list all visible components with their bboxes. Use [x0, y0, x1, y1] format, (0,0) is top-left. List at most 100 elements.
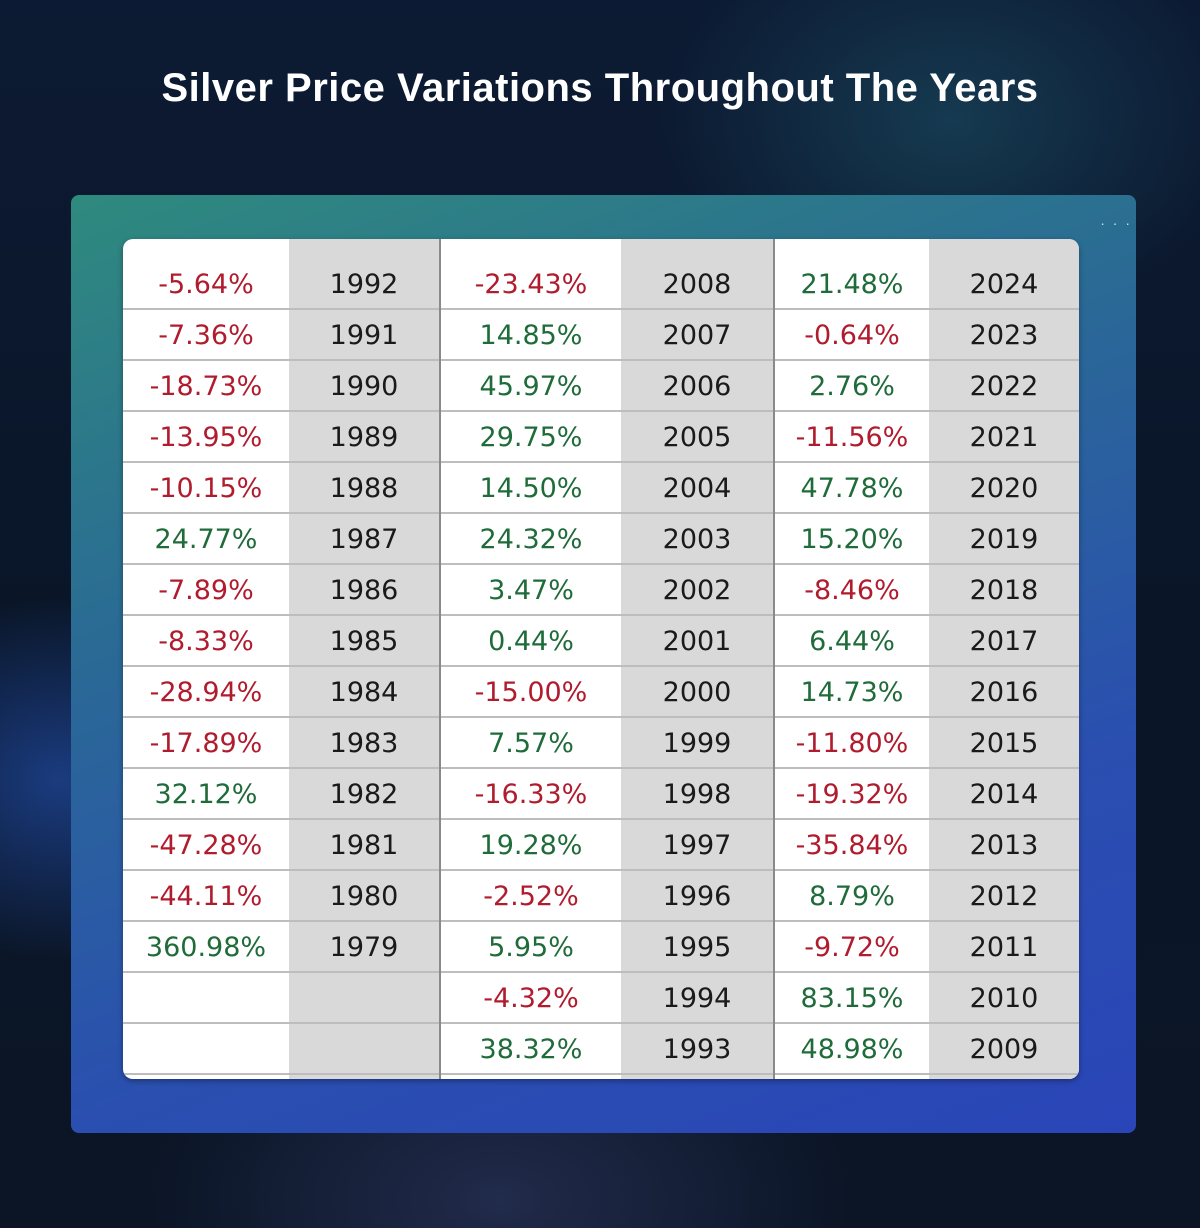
change-cell: [123, 973, 289, 1024]
change-cell: 6.44%: [775, 616, 929, 667]
change-cell: 360.98%: [123, 922, 289, 973]
change-cell: -0.64%: [775, 310, 929, 361]
year-cell: 2013: [929, 820, 1079, 871]
year-cell: 1979: [289, 922, 439, 973]
change-cell: 5.95%: [441, 922, 621, 973]
year-cell: 1980: [289, 871, 439, 922]
change-cell: 21.48%: [775, 259, 929, 310]
year-cell: 2020: [929, 463, 1079, 514]
year-cell: [289, 973, 439, 1024]
change-cell: 15.20%: [775, 514, 929, 565]
change-cell: -9.72%: [775, 922, 929, 973]
change-cell: -13.95%: [123, 412, 289, 463]
year-cell: 2007: [621, 310, 773, 361]
change-cell: 8.79%: [775, 871, 929, 922]
change-cell: 14.85%: [441, 310, 621, 361]
change-cell: 47.78%: [775, 463, 929, 514]
year-cell: 2018: [929, 565, 1079, 616]
year-cell: 1993: [621, 1024, 773, 1075]
change-cell: -8.33%: [123, 616, 289, 667]
year-cell: 2008: [621, 259, 773, 310]
year-cell: 2023: [929, 310, 1079, 361]
year-column-shade-1: [289, 239, 439, 1079]
change-cell: -11.80%: [775, 718, 929, 769]
year-cell: 1982: [289, 769, 439, 820]
change-cell: -15.00%: [441, 667, 621, 718]
column-divider: [773, 239, 775, 1079]
year-cell: 2003: [621, 514, 773, 565]
change-cell: 24.32%: [441, 514, 621, 565]
year-cell: 2011: [929, 922, 1079, 973]
year-cell: 2005: [621, 412, 773, 463]
change-cell: 3.47%: [441, 565, 621, 616]
year-cell: 2000: [621, 667, 773, 718]
change-cell: 2.76%: [775, 361, 929, 412]
change-cell: 7.57%: [441, 718, 621, 769]
change-cell: -47.28%: [123, 820, 289, 871]
change-cell: -28.94%: [123, 667, 289, 718]
year-cell: 1981: [289, 820, 439, 871]
change-cell: -23.43%: [441, 259, 621, 310]
change-cell: 14.73%: [775, 667, 929, 718]
page-title: Silver Price Variations Throughout The Y…: [161, 66, 1039, 110]
year-cell: 1983: [289, 718, 439, 769]
year-cell: 2001: [621, 616, 773, 667]
year-cell: 2004: [621, 463, 773, 514]
change-cell: -2.52%: [441, 871, 621, 922]
change-cell: -44.11%: [123, 871, 289, 922]
more-dots-icon: · · ·: [1100, 215, 1132, 231]
year-cell: 2009: [929, 1024, 1079, 1075]
change-cell: -4.32%: [441, 973, 621, 1024]
year-cell: 2002: [621, 565, 773, 616]
change-cell: -16.33%: [441, 769, 621, 820]
year-cell: 2010: [929, 973, 1079, 1024]
year-cell: 2015: [929, 718, 1079, 769]
year-cell: 1985: [289, 616, 439, 667]
change-cell: 32.12%: [123, 769, 289, 820]
year-cell: 1998: [621, 769, 773, 820]
change-cell: -7.89%: [123, 565, 289, 616]
change-cell: 14.50%: [441, 463, 621, 514]
year-cell: [289, 1024, 439, 1075]
change-cell: 48.98%: [775, 1024, 929, 1075]
year-cell: 2012: [929, 871, 1079, 922]
year-cell: 2024: [929, 259, 1079, 310]
year-cell: 1997: [621, 820, 773, 871]
year-cell: 1996: [621, 871, 773, 922]
year-cell: 2021: [929, 412, 1079, 463]
year-cell: 2019: [929, 514, 1079, 565]
change-cell: 19.28%: [441, 820, 621, 871]
year-cell: 1991: [289, 310, 439, 361]
change-cell: 45.97%: [441, 361, 621, 412]
year-cell: 2014: [929, 769, 1079, 820]
year-cell: 1999: [621, 718, 773, 769]
year-cell: 1989: [289, 412, 439, 463]
year-cell: 2016: [929, 667, 1079, 718]
change-cell: -8.46%: [775, 565, 929, 616]
year-cell: 1995: [621, 922, 773, 973]
year-column-shade-2: [621, 239, 773, 1079]
year-column-shade-3: [929, 239, 1079, 1079]
change-cell: -35.84%: [775, 820, 929, 871]
change-cell: -17.89%: [123, 718, 289, 769]
change-cell: -10.15%: [123, 463, 289, 514]
change-cell: 38.32%: [441, 1024, 621, 1075]
change-cell: 83.15%: [775, 973, 929, 1024]
year-cell: 1992: [289, 259, 439, 310]
year-cell: 1987: [289, 514, 439, 565]
year-cell: 1990: [289, 361, 439, 412]
change-cell: [123, 1024, 289, 1075]
change-cell: 24.77%: [123, 514, 289, 565]
table-panel: · · · -5.64% 1992 -7.36% 1991 -18.73% 1990 -13…: [71, 195, 1136, 1133]
year-cell: 1986: [289, 565, 439, 616]
change-cell: -18.73%: [123, 361, 289, 412]
data-table: -5.64% 1992 -7.36% 1991 -18.73% 1990 -13.95% 19…: [123, 239, 1079, 1079]
column-divider: [439, 239, 441, 1079]
year-cell: 2022: [929, 361, 1079, 412]
year-cell: 1988: [289, 463, 439, 514]
year-cell: 2017: [929, 616, 1079, 667]
change-cell: 29.75%: [441, 412, 621, 463]
change-cell: 0.44%: [441, 616, 621, 667]
change-cell: -5.64%: [123, 259, 289, 310]
change-cell: -19.32%: [775, 769, 929, 820]
